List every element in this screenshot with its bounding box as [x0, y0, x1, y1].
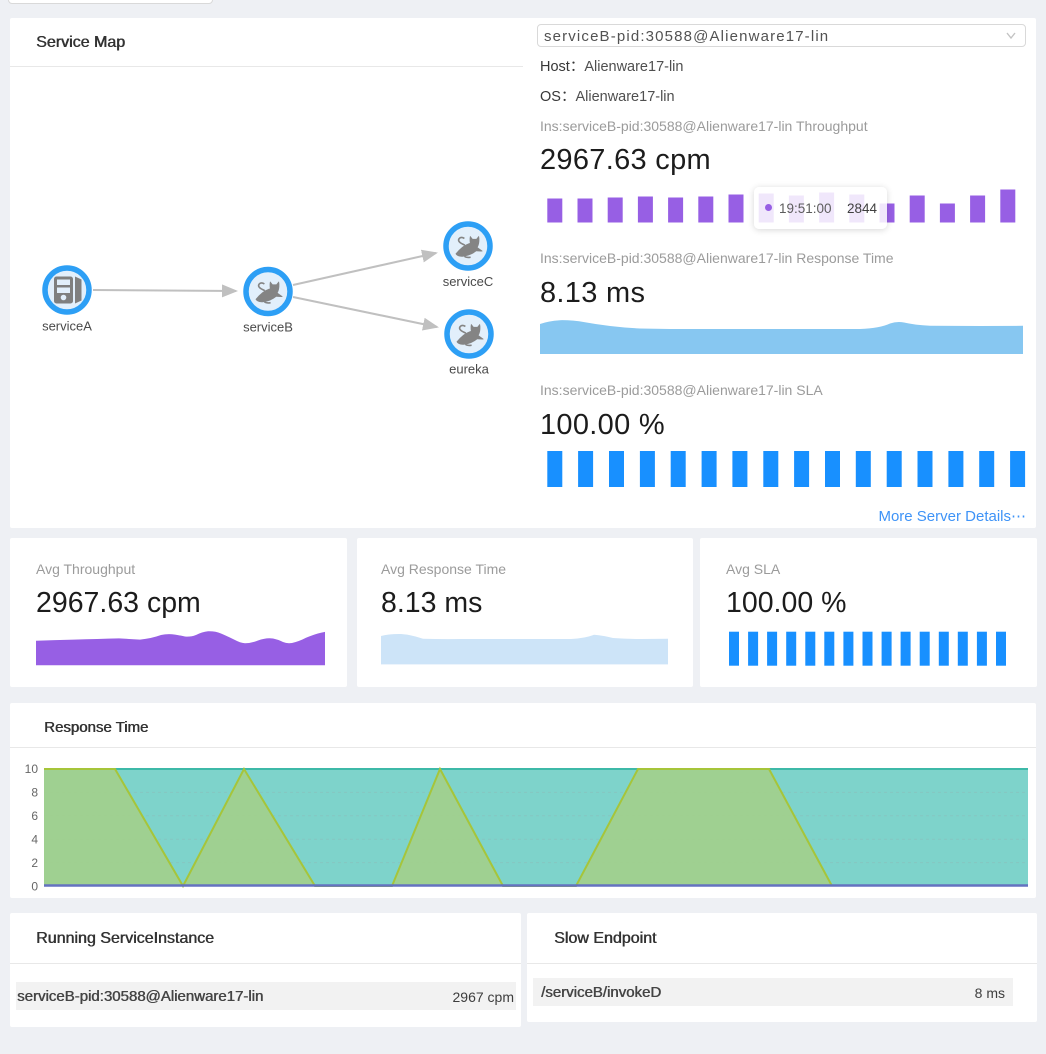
svg-text:serviceA: serviceA	[42, 318, 92, 333]
svg-text:6: 6	[31, 809, 38, 823]
svg-text:2: 2	[31, 856, 38, 870]
svg-text:serviceB: serviceB	[243, 320, 293, 335]
svg-text:10: 10	[25, 762, 39, 776]
svg-text:serviceC: serviceC	[443, 274, 494, 289]
svg-text:eureka: eureka	[449, 362, 490, 377]
svg-text:4: 4	[31, 833, 38, 847]
svg-text:0: 0	[31, 880, 38, 894]
svg-text:8: 8	[31, 786, 38, 800]
